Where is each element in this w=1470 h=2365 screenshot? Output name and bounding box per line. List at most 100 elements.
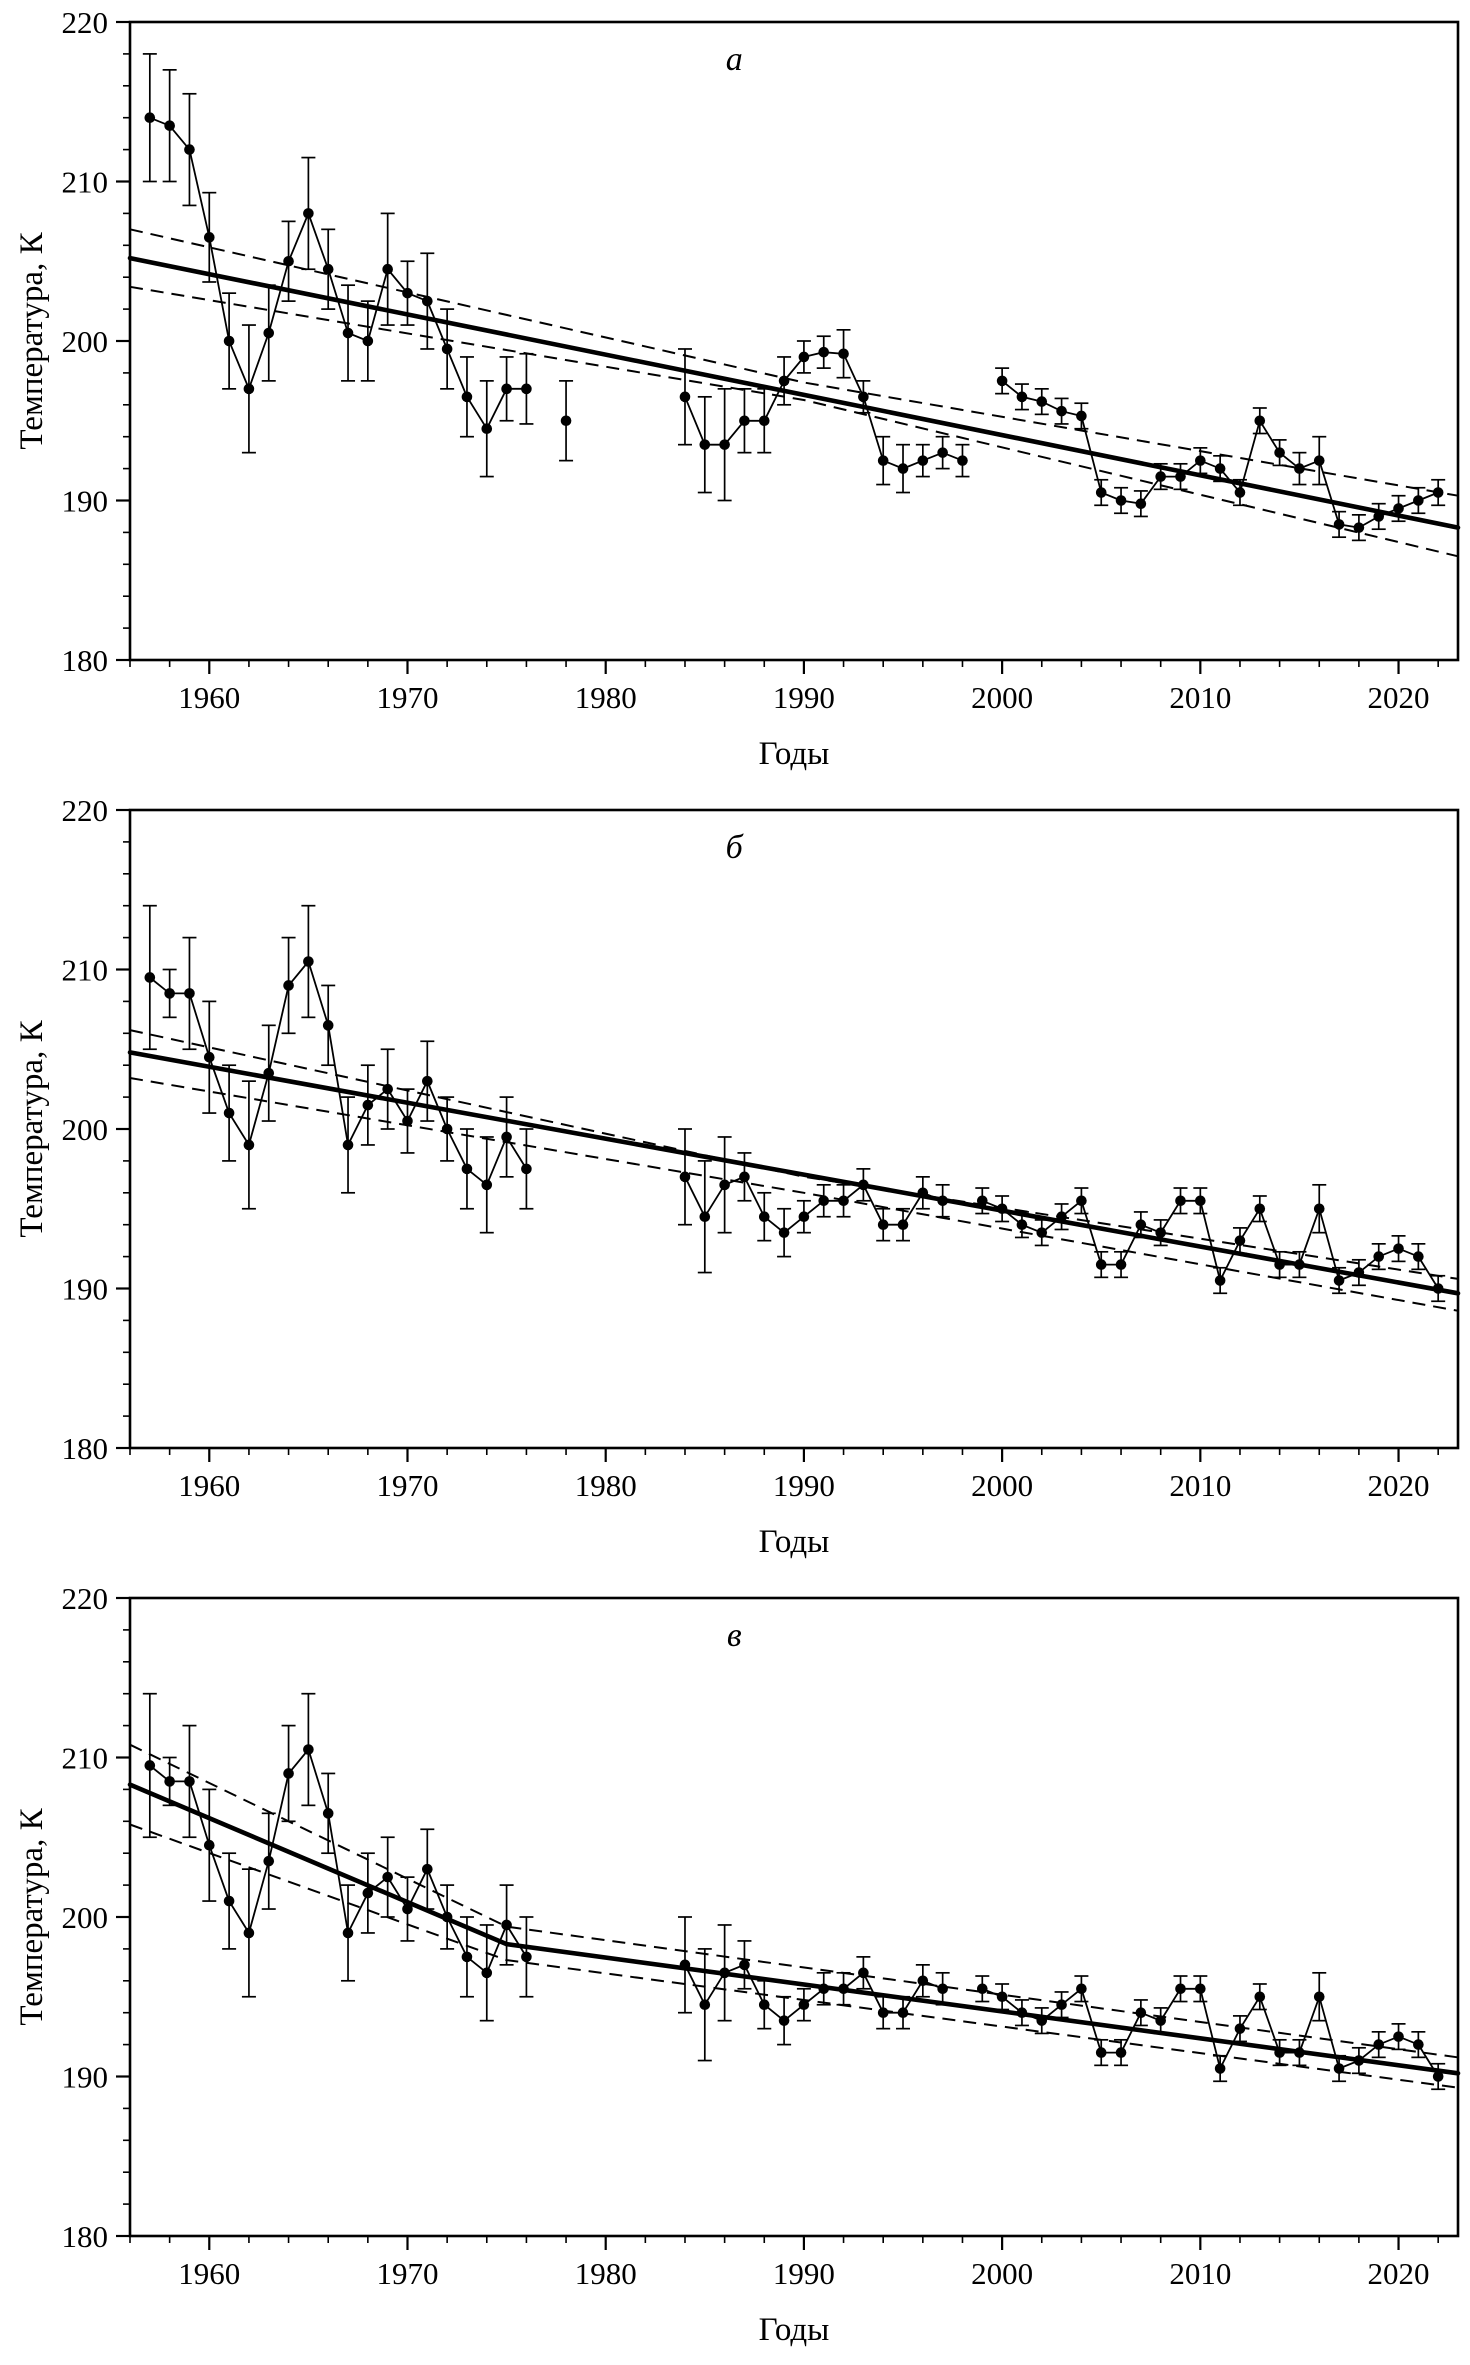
x-tick-label: 1970 bbox=[376, 680, 438, 715]
data-point bbox=[937, 1195, 948, 1207]
data-point bbox=[1234, 1235, 1246, 1246]
data-point bbox=[203, 1839, 215, 1851]
data-point bbox=[184, 1776, 195, 1787]
data-point bbox=[1353, 2055, 1365, 2066]
y-tick-label: 190 bbox=[62, 484, 109, 519]
data-point bbox=[560, 415, 572, 427]
data-point bbox=[1135, 2007, 1147, 2018]
data-point bbox=[1195, 1983, 1206, 1995]
data-series bbox=[142, 1692, 1446, 2091]
data-point bbox=[362, 1099, 374, 1111]
data-point bbox=[758, 1211, 770, 1223]
data-point bbox=[1095, 1259, 1107, 1270]
y-tick-label: 220 bbox=[62, 1581, 109, 1616]
data-point bbox=[1393, 503, 1404, 514]
data-point bbox=[858, 1967, 869, 1979]
plot-area: 180 190 200 210 220 1960 1970 1980 1990 2000 2010 2… bbox=[14, 5, 1461, 772]
data-point bbox=[1294, 463, 1305, 474]
data-point bbox=[1175, 1983, 1186, 1995]
data-point bbox=[1234, 2023, 1246, 2034]
data-point bbox=[501, 1919, 512, 1931]
data-point bbox=[263, 327, 275, 339]
x-tick-label: 1980 bbox=[575, 1468, 637, 1503]
y-axis-title: Температура, К bbox=[14, 1807, 50, 2025]
x-tick-label: 1960 bbox=[178, 2256, 240, 2291]
data-point bbox=[184, 144, 195, 155]
data-point bbox=[481, 1967, 493, 1979]
data-point bbox=[818, 1983, 830, 1995]
chart-panel-v: 180 190 200 210 220 1960 1970 1980 1990 2000 2010 2… bbox=[0, 1576, 1470, 2364]
data-point bbox=[1155, 2015, 1166, 2026]
y-axis: 180 190 200 210 220 bbox=[62, 5, 130, 678]
chart-panel-b: 180 190 200 210 220 1960 1970 1980 1990 2000 2010 2… bbox=[0, 788, 1470, 1576]
data-point bbox=[501, 1131, 512, 1143]
data-point bbox=[1036, 1227, 1048, 1238]
data-point bbox=[778, 375, 790, 387]
data-point bbox=[303, 208, 314, 219]
x-tick-label: 1990 bbox=[773, 680, 835, 715]
data-point bbox=[818, 346, 830, 358]
data-point bbox=[164, 988, 175, 999]
data-point bbox=[1274, 1259, 1285, 1270]
data-point bbox=[243, 1927, 255, 1939]
data-point bbox=[699, 1211, 711, 1223]
data-point bbox=[1393, 2031, 1404, 2042]
x-tick-label: 1980 bbox=[575, 680, 637, 715]
data-point bbox=[699, 439, 711, 450]
data-point bbox=[441, 1911, 453, 1923]
data-point bbox=[1254, 1203, 1266, 1215]
data-point bbox=[164, 120, 175, 131]
y-tick-label: 210 bbox=[62, 953, 109, 988]
chart-panel-a: 180 190 200 210 220 1960 1970 1980 1990 2000 2010 2… bbox=[0, 0, 1470, 788]
x-tick-label: 2020 bbox=[1368, 680, 1430, 715]
data-point bbox=[1056, 1999, 1067, 2011]
data-point bbox=[1294, 2047, 1305, 2058]
data-point bbox=[1294, 1259, 1305, 1270]
series-line bbox=[149, 1747, 528, 1975]
data-point bbox=[877, 2007, 889, 2018]
data-point bbox=[402, 287, 413, 299]
x-tick-label: 2000 bbox=[971, 2256, 1033, 2291]
x-tick-label: 1960 bbox=[178, 1468, 240, 1503]
plot-frame bbox=[128, 20, 1460, 662]
y-tick-label: 180 bbox=[62, 643, 109, 678]
data-point bbox=[739, 1959, 750, 1971]
data-point bbox=[1274, 447, 1285, 458]
data-point bbox=[303, 956, 314, 967]
data-point bbox=[521, 383, 532, 395]
data-point bbox=[441, 343, 453, 355]
data-point bbox=[203, 232, 215, 243]
data-point bbox=[1155, 1227, 1166, 1238]
plot-b: 180 190 200 210 220 1960 1970 1980 1990 2000 2010 2… bbox=[14, 793, 1461, 1560]
data-point bbox=[719, 439, 730, 450]
x-tick-label: 2010 bbox=[1169, 2256, 1231, 2291]
data-point bbox=[481, 1179, 493, 1191]
data-point bbox=[798, 1999, 810, 2011]
data-point bbox=[1214, 1275, 1226, 1286]
data-point bbox=[501, 383, 512, 395]
x-tick-label: 1970 bbox=[376, 2256, 438, 2291]
y-tick-label: 210 bbox=[62, 165, 109, 200]
data-point bbox=[778, 2015, 790, 2026]
panel-letter: б bbox=[726, 829, 745, 866]
y-tick-label: 180 bbox=[62, 2219, 109, 2254]
data-point bbox=[996, 1203, 1008, 1215]
data-point bbox=[1155, 471, 1166, 482]
data-point bbox=[1056, 1211, 1067, 1223]
x-axis-title: Годы bbox=[759, 736, 830, 772]
data-point bbox=[679, 391, 691, 403]
x-tick-label: 1970 bbox=[376, 1468, 438, 1503]
data-point bbox=[778, 1227, 790, 1238]
panel-letter: в bbox=[727, 1617, 742, 1654]
data-point bbox=[1333, 1275, 1345, 1286]
data-point bbox=[283, 980, 294, 991]
data-point bbox=[1076, 1983, 1087, 1995]
data-point bbox=[1373, 511, 1385, 522]
plot-frame bbox=[128, 808, 1460, 1450]
data-point bbox=[342, 327, 354, 339]
data-point bbox=[1214, 2063, 1226, 2074]
data-point bbox=[1115, 495, 1127, 506]
data-point bbox=[1115, 2047, 1127, 2058]
data-point bbox=[897, 1219, 909, 1230]
x-tick-label: 2000 bbox=[971, 680, 1033, 715]
